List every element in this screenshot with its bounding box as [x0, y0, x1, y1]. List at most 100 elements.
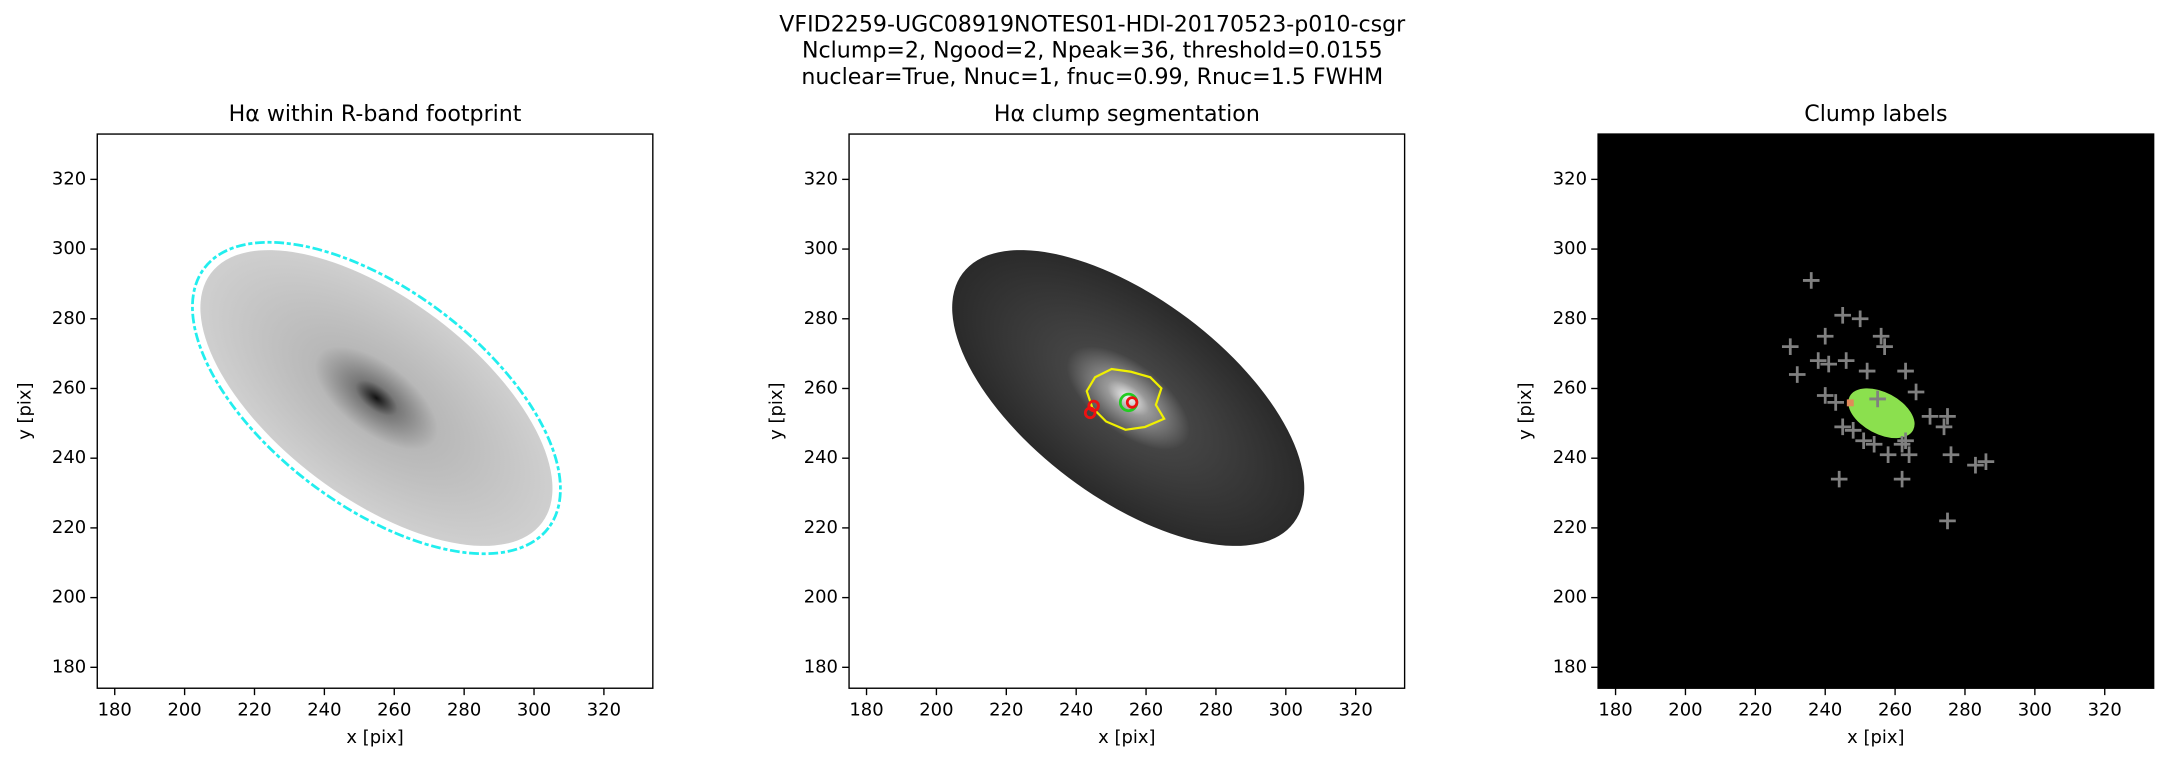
point [1893, 470, 1911, 488]
y-tick-label: 300 [804, 238, 838, 259]
y-tick-label: 300 [52, 238, 86, 259]
x-tick-label: 220 [1738, 699, 1772, 720]
y-tick-label: 180 [1553, 656, 1587, 677]
x-tick-label: 180 [98, 699, 132, 720]
x-axis-label: x [pix] [346, 727, 403, 748]
x-tick-label: 260 [1129, 699, 1163, 720]
x-tick-label: 280 [1948, 699, 1982, 720]
y-tick-label: 240 [1553, 447, 1587, 468]
y-tick-label: 220 [804, 517, 838, 538]
point [1858, 362, 1876, 380]
y-tick-label: 280 [52, 308, 86, 329]
point [1865, 435, 1883, 453]
point [1897, 432, 1914, 450]
x-tick-label: 260 [377, 699, 411, 720]
axes-frame [96, 133, 654, 689]
x-tick-label: 240 [1059, 699, 1093, 720]
axes-frame [1597, 133, 2155, 689]
clump-label [1846, 399, 1854, 407]
y-tick-label: 200 [1553, 587, 1587, 608]
x-tick-label: 320 [1339, 699, 1373, 720]
y-tick-label: 280 [804, 308, 838, 329]
point [1879, 446, 1897, 463]
point [1844, 422, 1862, 439]
point [1869, 390, 1886, 408]
point [1876, 338, 1893, 355]
x-tick-label: 240 [1808, 699, 1842, 720]
y-tick-label: 220 [52, 517, 86, 538]
clump-label [1848, 388, 1915, 439]
point [1781, 338, 1799, 355]
y-tick-label: 240 [804, 447, 838, 468]
point [1897, 362, 1914, 380]
point [1083, 406, 1097, 420]
point [1942, 446, 1960, 463]
y-tick-label: 180 [804, 656, 838, 677]
x-tick-label: 200 [167, 699, 201, 720]
axes-title: Hα clump segmentation [994, 101, 1260, 127]
x-tick-label: 180 [849, 699, 883, 720]
point [1907, 383, 1925, 401]
point [1935, 418, 1953, 436]
x-tick-label: 220 [237, 699, 271, 720]
figure-title: VFID2259-UGC08919NOTES01-HDI-20170523-p0… [779, 11, 1406, 37]
x-tick-label: 240 [307, 699, 341, 720]
y-tick-label: 200 [804, 587, 838, 608]
point [1816, 327, 1834, 345]
x-axis-label: x [pix] [1847, 727, 1904, 748]
point [1893, 435, 1911, 453]
point [1977, 453, 1995, 470]
y-tick-label: 260 [52, 377, 86, 398]
point [1788, 366, 1806, 383]
point [1834, 418, 1851, 436]
point [1900, 446, 1918, 463]
figure-title: nuclear=True, Nnuc=1, fnuc=0.99, Rnuc=1.… [801, 64, 1383, 90]
y-tick-label: 300 [1553, 238, 1587, 259]
x-tick-label: 200 [919, 699, 953, 720]
image [191, 240, 562, 556]
point [1851, 310, 1869, 328]
point [1872, 327, 1890, 345]
point [1921, 408, 1939, 425]
y-tick-label: 180 [52, 656, 86, 677]
x-tick-label: 220 [989, 699, 1023, 720]
x-tick-label: 200 [1668, 699, 1702, 720]
x-tick-label: 300 [2018, 699, 2052, 720]
point [1855, 432, 1872, 450]
y-axis-label: y [pix] [14, 382, 35, 439]
image [1598, 134, 2154, 689]
footprint-contour [191, 240, 562, 556]
point [1820, 355, 1838, 373]
y-axis-label: y [pix] [766, 382, 787, 439]
x-tick-label: 260 [1878, 699, 1912, 720]
y-axis-label: y [pix] [1515, 382, 1536, 439]
galaxy-image [200, 250, 553, 546]
x-tick-label: 320 [587, 699, 621, 720]
x-tick-label: 300 [517, 699, 551, 720]
point [1827, 394, 1844, 411]
x-tick-label: 180 [1598, 699, 1632, 720]
y-tick-label: 320 [1553, 168, 1587, 189]
point [1834, 307, 1851, 324]
point [1939, 408, 1956, 425]
y-tick-label: 240 [52, 447, 86, 468]
axes-frame [848, 133, 1406, 689]
point [1967, 456, 1984, 474]
point [1939, 512, 1956, 530]
y-tick-label: 280 [1553, 308, 1587, 329]
point [1125, 396, 1139, 409]
axes-title: Clump labels [1804, 101, 1947, 127]
x-tick-label: 300 [1269, 699, 1303, 720]
point [1837, 352, 1855, 369]
y-tick-label: 320 [52, 168, 86, 189]
y-tick-label: 320 [804, 168, 838, 189]
figure-title: Nclump=2, Ngood=2, Npeak=36, threshold=0… [802, 38, 1383, 64]
y-tick-label: 200 [52, 587, 86, 608]
y-tick-label: 220 [1553, 517, 1587, 538]
y-tick-label: 260 [1553, 377, 1587, 398]
point [1830, 470, 1848, 488]
x-tick-label: 280 [1199, 699, 1233, 720]
axes-title: Hα within R-band footprint [229, 101, 522, 127]
y-tick-label: 260 [804, 377, 838, 398]
